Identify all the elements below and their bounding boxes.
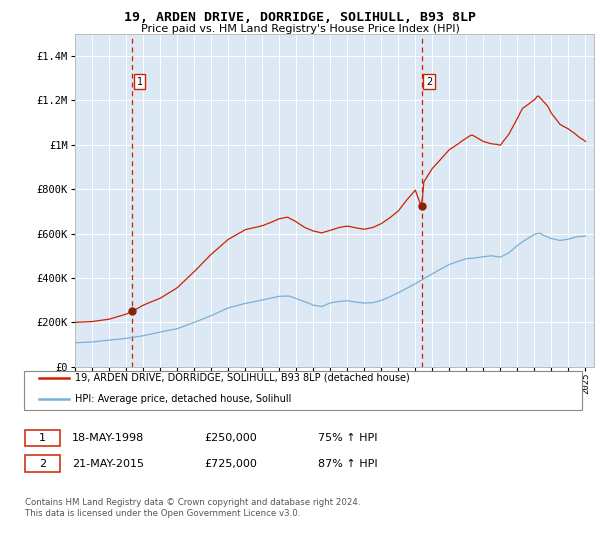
Text: £250,000: £250,000 <box>204 433 257 443</box>
Text: Contains HM Land Registry data © Crown copyright and database right 2024.
This d: Contains HM Land Registry data © Crown c… <box>25 498 361 518</box>
Text: 18-MAY-1998: 18-MAY-1998 <box>72 433 144 443</box>
Text: 1: 1 <box>39 433 46 443</box>
Text: 19, ARDEN DRIVE, DORRIDGE, SOLIHULL, B93 8LP: 19, ARDEN DRIVE, DORRIDGE, SOLIHULL, B93… <box>124 11 476 24</box>
Text: 1: 1 <box>137 77 143 87</box>
Text: 19, ARDEN DRIVE, DORRIDGE, SOLIHULL, B93 8LP (detached house): 19, ARDEN DRIVE, DORRIDGE, SOLIHULL, B93… <box>75 373 410 383</box>
Text: HPI: Average price, detached house, Solihull: HPI: Average price, detached house, Soli… <box>75 394 292 404</box>
Text: £725,000: £725,000 <box>204 459 257 469</box>
Text: 21-MAY-2015: 21-MAY-2015 <box>72 459 144 469</box>
Text: 2: 2 <box>426 77 432 87</box>
Text: 87% ↑ HPI: 87% ↑ HPI <box>318 459 377 469</box>
Text: Price paid vs. HM Land Registry's House Price Index (HPI): Price paid vs. HM Land Registry's House … <box>140 24 460 34</box>
Text: 75% ↑ HPI: 75% ↑ HPI <box>318 433 377 443</box>
Text: 2: 2 <box>39 459 46 469</box>
